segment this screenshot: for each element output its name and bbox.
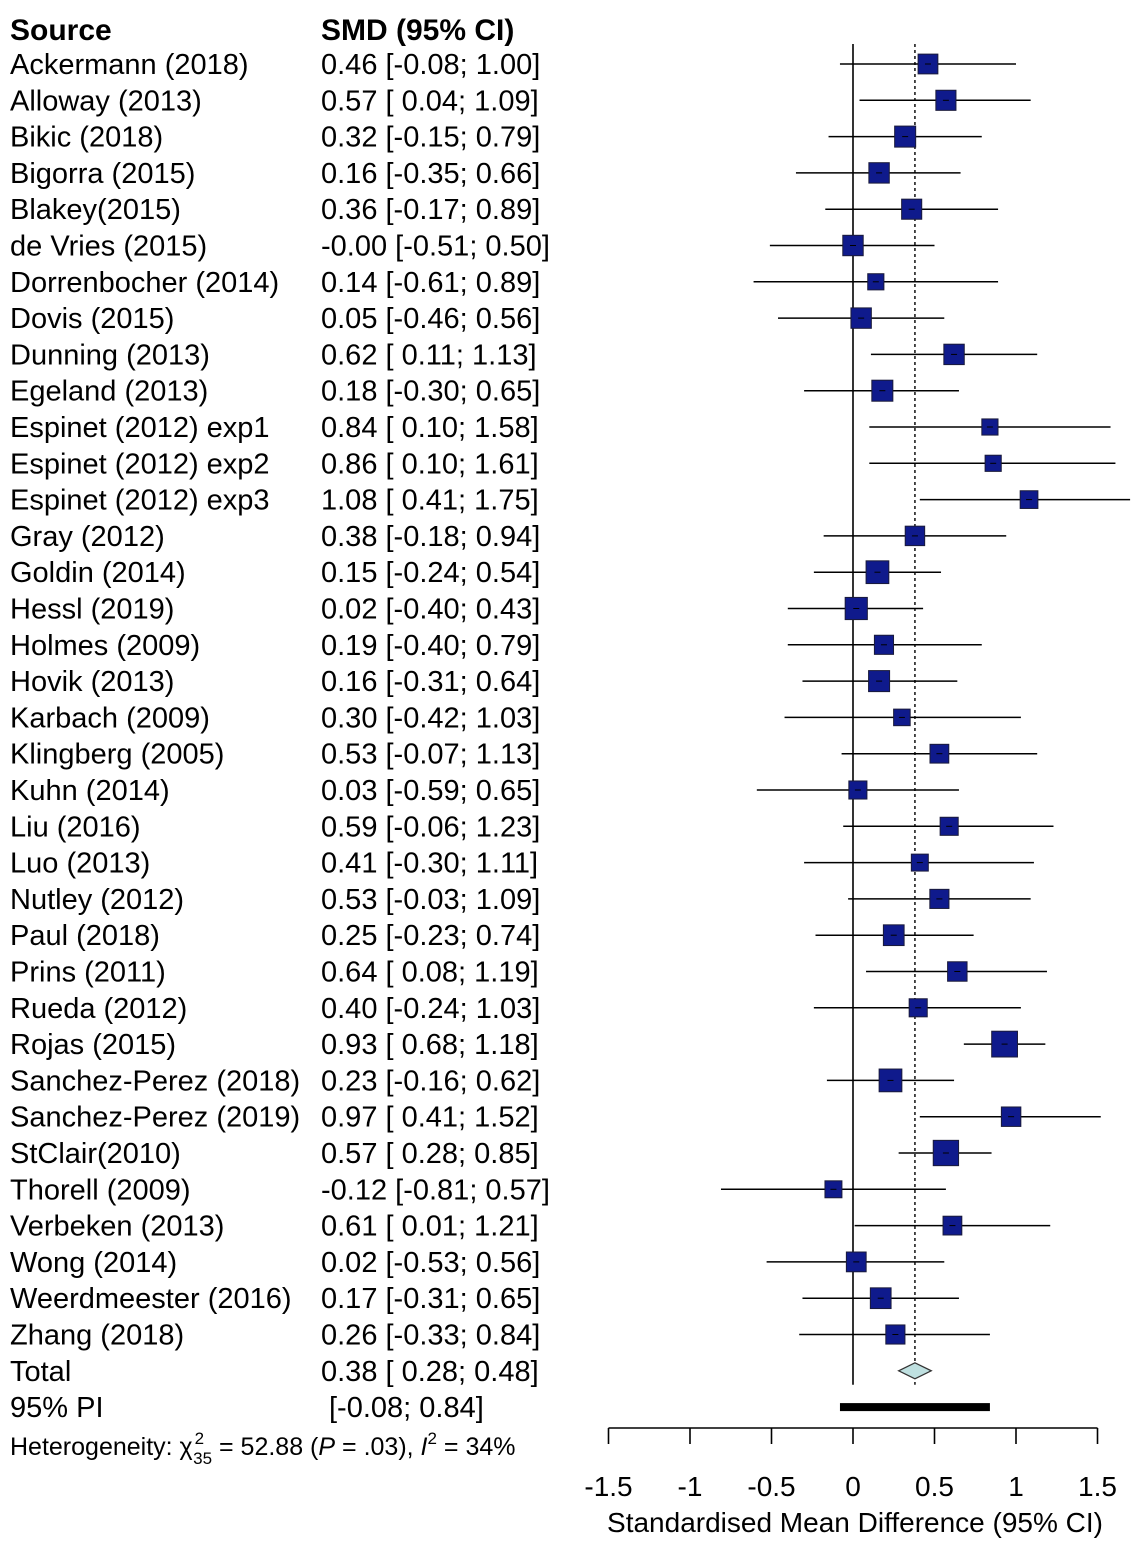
- study-ci-text: 0.86 [ 0.10; 1.61]: [321, 448, 539, 480]
- total-ci-text: 0.38 [ 0.28; 0.48]: [321, 1356, 539, 1388]
- study-label: Gray (2012): [10, 521, 165, 553]
- study-label: Dorrenbocher (2014): [10, 267, 279, 299]
- x-tick-label: -1.5: [584, 1471, 632, 1502]
- study-ci-text: 0.32 [-0.15; 0.79]: [321, 122, 540, 154]
- study-ci-text: 0.16 [-0.31; 0.64]: [321, 666, 540, 698]
- study-label: Dovis (2015): [10, 303, 174, 335]
- study-label: Zhang (2018): [10, 1320, 184, 1352]
- x-tick-label: -1: [678, 1471, 703, 1502]
- total-label: Total: [10, 1356, 71, 1388]
- study-ci-text: 0.26 [-0.33; 0.84]: [321, 1320, 540, 1352]
- study-ci-text: 0.93 [ 0.68; 1.18]: [321, 1029, 539, 1061]
- study-square: [932, 1139, 960, 1167]
- study-ci-text: 0.53 [-0.07; 1.13]: [321, 739, 540, 771]
- study-ci-text: 0.62 [ 0.11; 1.13]: [321, 339, 537, 371]
- study-ci-text: 0.97 [ 0.41; 1.52]: [321, 1102, 539, 1134]
- pi-label: 95% PI: [10, 1392, 104, 1424]
- study-label: Verbeken (2013): [10, 1211, 224, 1243]
- study-ci-text: 0.17 [-0.31; 0.65]: [321, 1283, 540, 1315]
- study-ci-text: 0.05 [-0.46; 0.56]: [321, 303, 540, 335]
- study-label: Klingberg (2005): [10, 739, 224, 771]
- x-tick-label: 1.5: [1078, 1471, 1117, 1502]
- study-label: Rueda (2012): [10, 993, 187, 1025]
- heterogeneity-line: Heterogeneity: χ 2 35 = 52.88 (P = .03), I…: [10, 1429, 516, 1468]
- study-ci-text: 0.18 [-0.30; 0.65]: [321, 376, 540, 408]
- study-label: Paul (2018): [10, 920, 160, 952]
- study-ci-text: -0.12 [-0.81; 0.57]: [321, 1174, 550, 1206]
- study-ci-text: 0.25 [-0.23; 0.74]: [321, 920, 540, 952]
- study-label: Alloway (2013): [10, 85, 202, 117]
- study-ci-text: 0.57 [ 0.28; 0.85]: [321, 1138, 539, 1170]
- study-ci-text: 0.61 [ 0.01; 1.21]: [321, 1211, 539, 1243]
- study-label: Sanchez-Perez (2018): [10, 1065, 300, 1097]
- study-ci-text: 0.02 [-0.40; 0.43]: [321, 594, 540, 626]
- study-ci-text: 0.19 [-0.40; 0.79]: [321, 630, 540, 662]
- study-label: Wong (2014): [10, 1247, 177, 1279]
- x-tick-label: 1: [1008, 1471, 1024, 1502]
- study-label: Dunning (2013): [10, 339, 210, 371]
- study-label: Weerdmeester (2016): [10, 1283, 292, 1315]
- study-label: Hessl (2019): [10, 594, 174, 626]
- study-label: Egeland (2013): [10, 376, 208, 408]
- study-ci-text: 0.41 [-0.30; 1.11]: [321, 848, 538, 880]
- study-ci-text: 0.64 [ 0.08; 1.19]: [321, 957, 539, 989]
- study-label: Luo (2013): [10, 848, 150, 880]
- x-axis: -1.5 -1 -0.5 0 0.5 1 1.5: [584, 1427, 1117, 1502]
- study-ci-text: 0.23 [-0.16; 0.62]: [321, 1065, 540, 1097]
- study-label: StClair(2010): [10, 1138, 181, 1170]
- study-ci-text: 0.36 [-0.17; 0.89]: [321, 194, 540, 226]
- study-label: Espinet (2012) exp3: [10, 485, 270, 517]
- study-label: Kuhn (2014): [10, 775, 170, 807]
- study-label: Rojas (2015): [10, 1029, 176, 1061]
- study-ci-text: 0.14 [-0.61; 0.89]: [321, 267, 540, 299]
- study-label: Sanchez-Perez (2019): [10, 1102, 300, 1134]
- study-label: Bikic (2018): [10, 122, 163, 154]
- study-ci-text: 0.59 [-0.06; 1.23]: [321, 811, 540, 843]
- study-ci-text: 0.46 [-0.08; 1.00]: [321, 49, 540, 81]
- x-tick-label: -0.5: [747, 1471, 795, 1502]
- study-ci-text: 0.02 [-0.53; 0.56]: [321, 1247, 540, 1279]
- x-tick-label: 0.5: [915, 1471, 954, 1502]
- study-label: Blakey(2015): [10, 194, 181, 226]
- study-label: de Vries (2015): [10, 231, 207, 263]
- study-ci-text: 0.15 [-0.24; 0.54]: [321, 557, 540, 589]
- study-label: Holmes (2009): [10, 630, 200, 662]
- x-tick-label: 0: [845, 1471, 861, 1502]
- prediction-interval-bar: [839, 1403, 990, 1412]
- study-label: Espinet (2012) exp2: [10, 448, 270, 480]
- study-ci-text: 0.53 [-0.03; 1.09]: [321, 884, 540, 916]
- study-label: Prins (2011): [10, 957, 166, 989]
- study-label: Goldin (2014): [10, 557, 186, 589]
- study-ci-text: 0.84 [ 0.10; 1.58]: [321, 412, 539, 444]
- study-label: Espinet (2012) exp1: [10, 412, 270, 444]
- study-ci-text: 0.30 [-0.42; 1.03]: [321, 702, 540, 734]
- study-ci-text: 0.40 [-0.24; 1.03]: [321, 993, 540, 1025]
- x-axis-title: Standardised Mean Difference (95% CI): [607, 1507, 1103, 1538]
- study-ci-text: 0.57 [ 0.04; 1.09]: [321, 85, 539, 117]
- study-ci-text: -0.00 [-0.51; 0.50]: [321, 231, 550, 263]
- study-label: Karbach (2009): [10, 702, 210, 734]
- plot-area: [720, 44, 1131, 1412]
- study-label: Liu (2016): [10, 811, 141, 843]
- header-source: Source: [10, 14, 112, 47]
- header-smd: SMD (95% CI): [321, 14, 514, 47]
- pooled-diamond: [897, 1362, 933, 1380]
- study-label: Hovik (2013): [10, 666, 174, 698]
- study-label: Nutley (2012): [10, 884, 184, 916]
- study-rows: Ackermann (2018) 0.46 [-0.08; 1.00] Allowa…: [10, 49, 550, 1424]
- study-ci-text: 0.03 [-0.59; 0.65]: [321, 775, 540, 807]
- study-ci-text: 0.16 [-0.35; 0.66]: [321, 158, 540, 190]
- study-label: Bigorra (2015): [10, 158, 195, 190]
- study-ci-text: 1.08 [ 0.41; 1.75]: [321, 485, 539, 517]
- study-label: Ackermann (2018): [10, 49, 249, 81]
- pi-ci-text: [-0.08; 0.84]: [329, 1392, 484, 1424]
- study-label: Thorell (2009): [10, 1174, 191, 1206]
- study-ci-text: 0.38 [-0.18; 0.94]: [321, 521, 540, 553]
